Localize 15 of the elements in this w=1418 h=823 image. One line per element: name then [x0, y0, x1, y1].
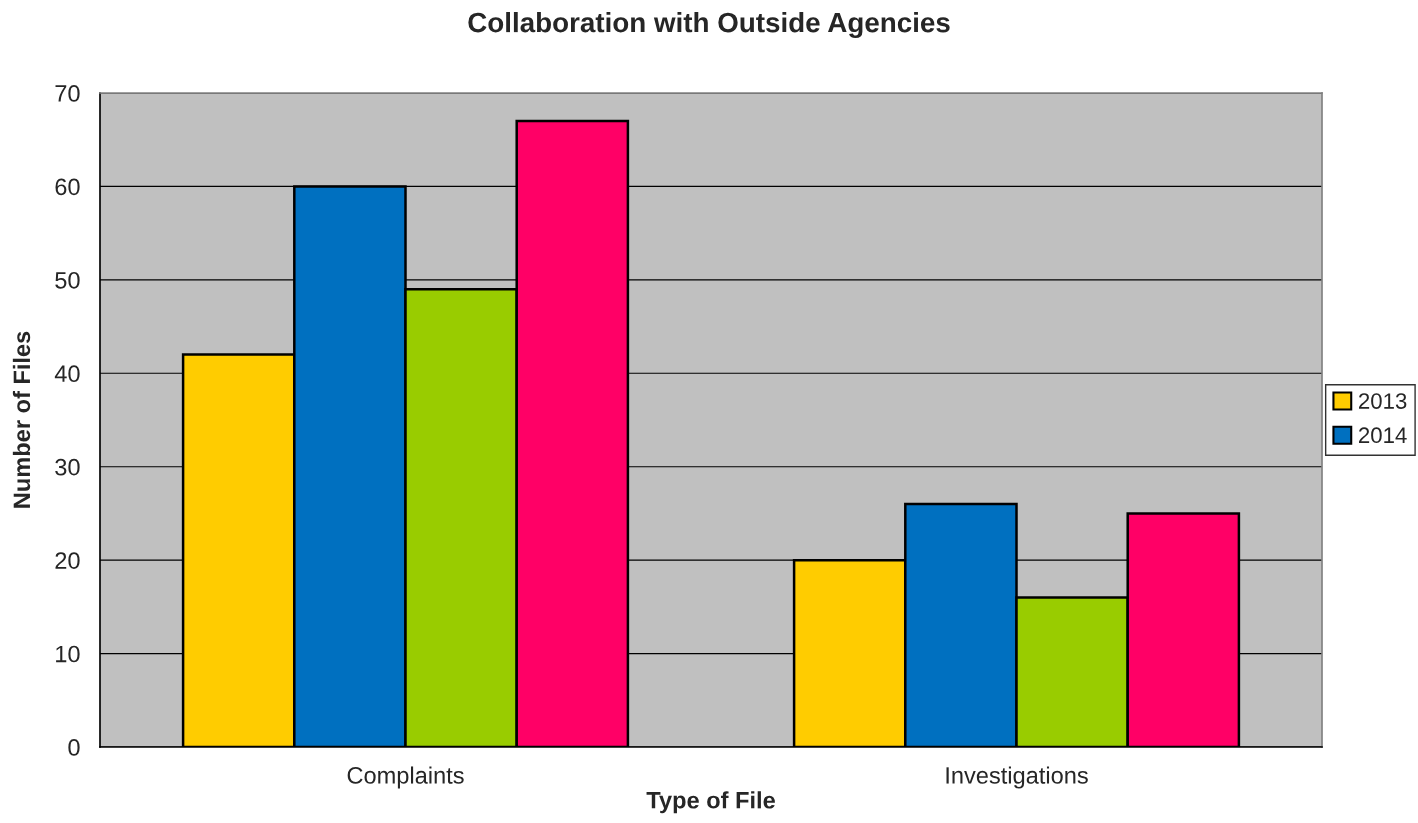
y-tick-label: 60: [55, 178, 80, 196]
chart-title: Collaboration with Outside Agencies: [468, 11, 950, 39]
y-axis-title: Number of Files: [12, 331, 31, 508]
x-axis-title: Type of File: [646, 791, 775, 814]
x-tick-label: Investigations: [946, 766, 1088, 789]
y-tick-label: 70: [55, 85, 80, 102]
y-tick-label: 20: [55, 552, 80, 569]
y-tick-label: 40: [54, 365, 80, 383]
y-tick-label: 10: [56, 645, 80, 663]
legend-label: 2013: [1359, 393, 1407, 409]
y-tick-label: 50: [55, 271, 80, 289]
y-tick-label: 0: [68, 739, 80, 756]
y-tick-label: 30: [55, 458, 80, 476]
legend-label: 2014: [1359, 427, 1407, 444]
x-tick-label: Complaints: [347, 766, 464, 789]
